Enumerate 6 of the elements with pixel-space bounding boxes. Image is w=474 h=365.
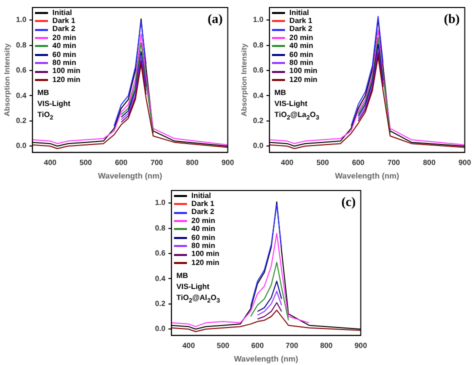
annotation: (b)	[444, 10, 460, 26]
x-axis-title: Wavelength (nm)	[335, 171, 400, 180]
annotation: (a)	[208, 10, 223, 26]
x-axis-title: Wavelength (nm)	[234, 354, 298, 364]
x-axis-title: Wavelength (nm)	[98, 171, 162, 180]
annotation: (c)	[341, 194, 356, 210]
